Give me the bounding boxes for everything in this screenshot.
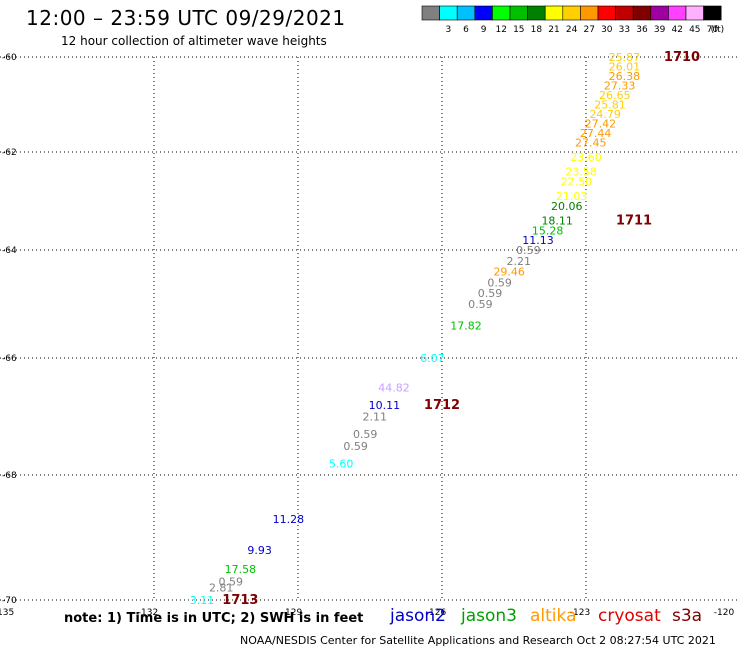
wave-height-label: 0.59 — [487, 276, 512, 289]
satellite-legend-altika: altika — [530, 606, 577, 626]
color-scale-swatch — [615, 5, 634, 21]
wave-height-label: 11.28 — [273, 513, 305, 526]
wave-height-label: 22.50 — [561, 175, 593, 188]
color-scale-swatch — [439, 5, 458, 21]
color-scale-swatch — [562, 5, 581, 21]
pass-time-label: 1711 — [616, 214, 652, 229]
y-tick-label: -66 — [2, 354, 17, 364]
color-scale-swatch — [580, 5, 599, 21]
color-scale-swatch — [527, 5, 546, 21]
color-scale-label: 12 — [495, 25, 506, 35]
y-tick-label: -70 — [2, 596, 17, 606]
y-tick-label: -62 — [2, 148, 17, 158]
color-scale-label: 9 — [481, 25, 487, 35]
wave-height-label: 15.28 — [532, 224, 564, 237]
wave-height-label: 10.11 — [369, 399, 401, 412]
color-scale-swatch — [474, 5, 493, 21]
wave-height-label: 5.60 — [329, 457, 354, 470]
footnote: note: 1) Time is in UTC; 2) SWH is in fe… — [64, 611, 364, 626]
x-tick-label: -126 — [426, 608, 447, 618]
color-scale-label: 45 — [689, 25, 700, 35]
color-scale-label: 3 — [446, 25, 452, 35]
wave-height-label: 26.01 — [609, 61, 641, 74]
color-scale-swatch — [492, 5, 511, 21]
wave-height-label: 26.38 — [609, 70, 641, 83]
color-scale-label: 27 — [583, 25, 594, 35]
color-scale-label: 33 — [619, 25, 630, 35]
wave-height-label: 44.82 — [378, 381, 410, 394]
wave-height-label: 21.03 — [556, 190, 588, 203]
color-scale-swatch — [703, 5, 722, 21]
x-tick-label: -120 — [714, 608, 735, 618]
color-scale-swatch — [632, 5, 652, 21]
satellite-legend-cryosat: cryosat — [598, 606, 661, 626]
color-scale-swatch — [685, 5, 704, 21]
wave-height-label: 27.44 — [580, 127, 612, 140]
wave-height-label: 2.21 — [507, 255, 532, 268]
color-scale-swatch — [544, 5, 564, 21]
wave-height-label: 27.45 — [575, 137, 607, 150]
color-scale-swatch — [650, 5, 669, 21]
color-scale-swatch — [668, 5, 687, 21]
color-scale-label: 24 — [566, 25, 578, 35]
wave-height-label: 0.59 — [478, 287, 503, 300]
wave-height-label: 18.11 — [541, 215, 573, 228]
wave-height-label: 0.59 — [343, 440, 368, 453]
wave-height-label: 17.58 — [225, 563, 257, 576]
wave-height-label: 2.11 — [363, 411, 388, 424]
wave-height-label: 25.87 — [609, 51, 641, 64]
color-scale-label: 15 — [513, 25, 524, 35]
chart-subtitle: 12 hour collection of altimeter wave hei… — [61, 34, 327, 48]
color-scale-swatch — [509, 5, 528, 21]
color-scale-label: 18 — [531, 25, 543, 35]
x-tick-label: -132 — [138, 608, 158, 618]
color-scale-label: 36 — [636, 25, 648, 35]
color-scale-swatch — [456, 5, 476, 21]
satellite-legend-jason3: jason3 — [461, 606, 517, 626]
pass-time-label: 1712 — [424, 398, 460, 413]
wave-height-label: 3.11 — [190, 594, 215, 607]
wave-height-label: 23.60 — [570, 151, 602, 164]
chart-title: 12:00 – 23:59 UTC 09/29/2021 — [26, 6, 346, 30]
credit-line: NOAA/NESDIS Center for Satellite Applica… — [240, 634, 716, 647]
wave-height-label: 24.79 — [589, 108, 621, 121]
color-scale-swatch — [597, 5, 616, 21]
x-tick-label: -129 — [282, 608, 303, 618]
pass-time-label: 1710 — [664, 50, 700, 65]
x-tick-label: -123 — [570, 608, 590, 618]
wave-height-label: 27.42 — [585, 118, 617, 131]
wave-height-label: 0.59 — [353, 428, 378, 441]
wave-height-label: 2.81 — [209, 582, 234, 595]
wave-height-label: 20.06 — [551, 200, 583, 213]
wave-height-label: 26.65 — [599, 89, 631, 102]
color-scale-label: 21 — [548, 25, 559, 35]
wave-height-label: 27.33 — [604, 80, 636, 93]
wave-height-label: 6.07 — [420, 352, 445, 365]
color-scale-unit: (ft) — [711, 25, 725, 35]
color-scale-label: 42 — [671, 25, 682, 35]
wave-height-label: 0.59 — [516, 244, 541, 257]
wave-height-label: 25.81 — [594, 99, 626, 112]
satellite-legend-jason2: jason2 — [390, 606, 446, 626]
wave-height-label: 23.58 — [565, 166, 597, 179]
wave-height-label: 0.59 — [219, 575, 244, 588]
wave-height-label: 29.46 — [493, 266, 525, 279]
color-scale-label: 39 — [654, 25, 666, 35]
x-tick-label: -135 — [0, 608, 14, 618]
color-scale-label: 70 — [707, 25, 719, 35]
color-scale-label: 30 — [601, 25, 613, 35]
y-tick-label: -60 — [2, 53, 17, 63]
wave-height-label: 0.59 — [468, 298, 493, 311]
y-tick-label: -64 — [2, 246, 17, 256]
wave-height-label: 17.82 — [450, 320, 482, 333]
pass-time-label: 1713 — [222, 593, 258, 608]
y-tick-label: -68 — [2, 471, 17, 481]
color-scale-swatch — [421, 5, 440, 21]
wave-height-label: 9.93 — [247, 544, 272, 557]
satellite-legend-s3a: s3a — [672, 606, 703, 626]
color-scale-label: 6 — [463, 25, 469, 35]
wave-height-label: 11.13 — [522, 234, 554, 247]
